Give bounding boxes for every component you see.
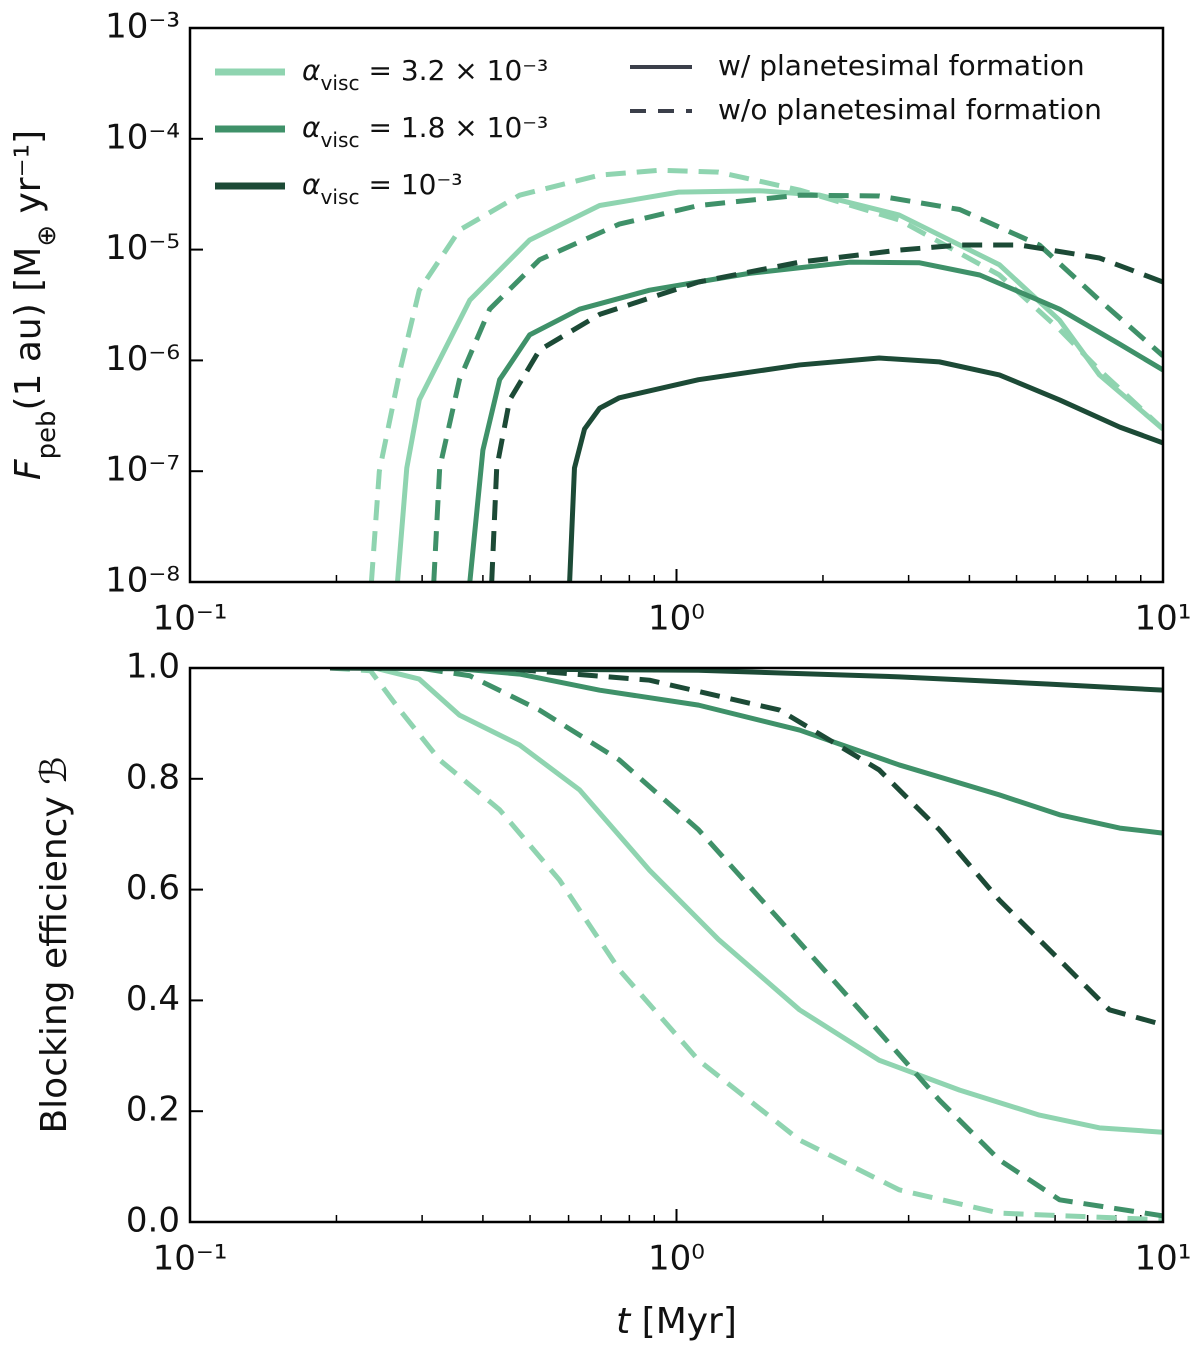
y-axis-label: Fpeb(1 au) [M⊕ yr⁻¹] bbox=[8, 130, 62, 480]
y-tick-label: 0.4 bbox=[126, 979, 180, 1019]
label-part: Blocking efficiency bbox=[34, 785, 75, 1134]
y-tick-label: 10⁻⁵ bbox=[105, 228, 180, 268]
label-part: yr⁻¹] bbox=[8, 130, 49, 225]
plot-frame bbox=[188, 26, 1165, 584]
series-line bbox=[330, 668, 1163, 1219]
y-tick-label: 10⁻⁶ bbox=[105, 339, 180, 379]
label-part: visc bbox=[320, 71, 359, 95]
y-tick-label: 0.2 bbox=[126, 1090, 180, 1130]
legend-label: w/o planetesimal formation bbox=[718, 93, 1102, 126]
y-tick-label: 10⁻⁴ bbox=[105, 117, 180, 157]
label-part: ℬ bbox=[34, 756, 75, 784]
legend-label: αvisc = 1.8 × 10⁻³ bbox=[302, 111, 548, 152]
label-part: = 1.8 × 10⁻³ bbox=[360, 111, 549, 144]
y-tick-label: 10⁻⁸ bbox=[105, 561, 180, 601]
label-part: α bbox=[302, 168, 321, 201]
y-axis-label: Blocking efficiency ℬ bbox=[34, 756, 75, 1133]
label-part: = 3.2 × 10⁻³ bbox=[360, 54, 549, 87]
label-part: visc bbox=[320, 128, 359, 152]
label-part: (1 au) [M bbox=[8, 247, 49, 411]
label-part: t bbox=[616, 1301, 632, 1342]
label-part: α bbox=[302, 111, 321, 144]
plot-frame bbox=[188, 666, 1165, 1224]
series-line bbox=[431, 192, 1163, 582]
x-axis-label: t [Myr] bbox=[616, 1301, 737, 1342]
label-part: α bbox=[302, 54, 321, 87]
x-tick-label: 10⁰ bbox=[648, 599, 705, 639]
label-part: ⊕ bbox=[32, 225, 62, 247]
series-line bbox=[395, 188, 1163, 582]
series-line bbox=[330, 668, 1163, 836]
legend-label: w/ planetesimal formation bbox=[718, 49, 1085, 82]
series-line bbox=[330, 668, 1163, 693]
x-tick-label: 10¹ bbox=[1135, 599, 1192, 639]
series-line bbox=[368, 167, 1163, 582]
series-line bbox=[567, 355, 1163, 582]
y-tick-label: 0.6 bbox=[126, 868, 180, 908]
x-tick-label: 10⁻¹ bbox=[153, 599, 228, 639]
y-tick-label: 0.8 bbox=[126, 757, 180, 797]
series-line bbox=[330, 668, 1163, 1028]
legend-label: αvisc = 3.2 × 10⁻³ bbox=[302, 54, 548, 95]
y-tick-label: 10⁻³ bbox=[105, 7, 180, 47]
label-part: visc bbox=[320, 185, 359, 209]
label-part: = 10⁻³ bbox=[360, 168, 463, 201]
series-line bbox=[330, 668, 1163, 1135]
label-part: [Myr] bbox=[630, 1301, 737, 1342]
x-tick-label: 10⁰ bbox=[648, 1239, 705, 1279]
series-line bbox=[329, 668, 1163, 1222]
label-part: peb bbox=[32, 411, 62, 460]
x-tick-label: 10⁻¹ bbox=[153, 1239, 228, 1279]
y-tick-label: 10⁻⁷ bbox=[105, 450, 180, 490]
y-tick-label: 0.0 bbox=[126, 1201, 180, 1241]
y-tick-label: 1.0 bbox=[126, 647, 180, 687]
x-tick-label: 10¹ bbox=[1135, 1239, 1192, 1279]
series-line bbox=[489, 242, 1163, 582]
label-part: F bbox=[8, 458, 49, 480]
legend-label: αvisc = 10⁻³ bbox=[302, 168, 463, 209]
